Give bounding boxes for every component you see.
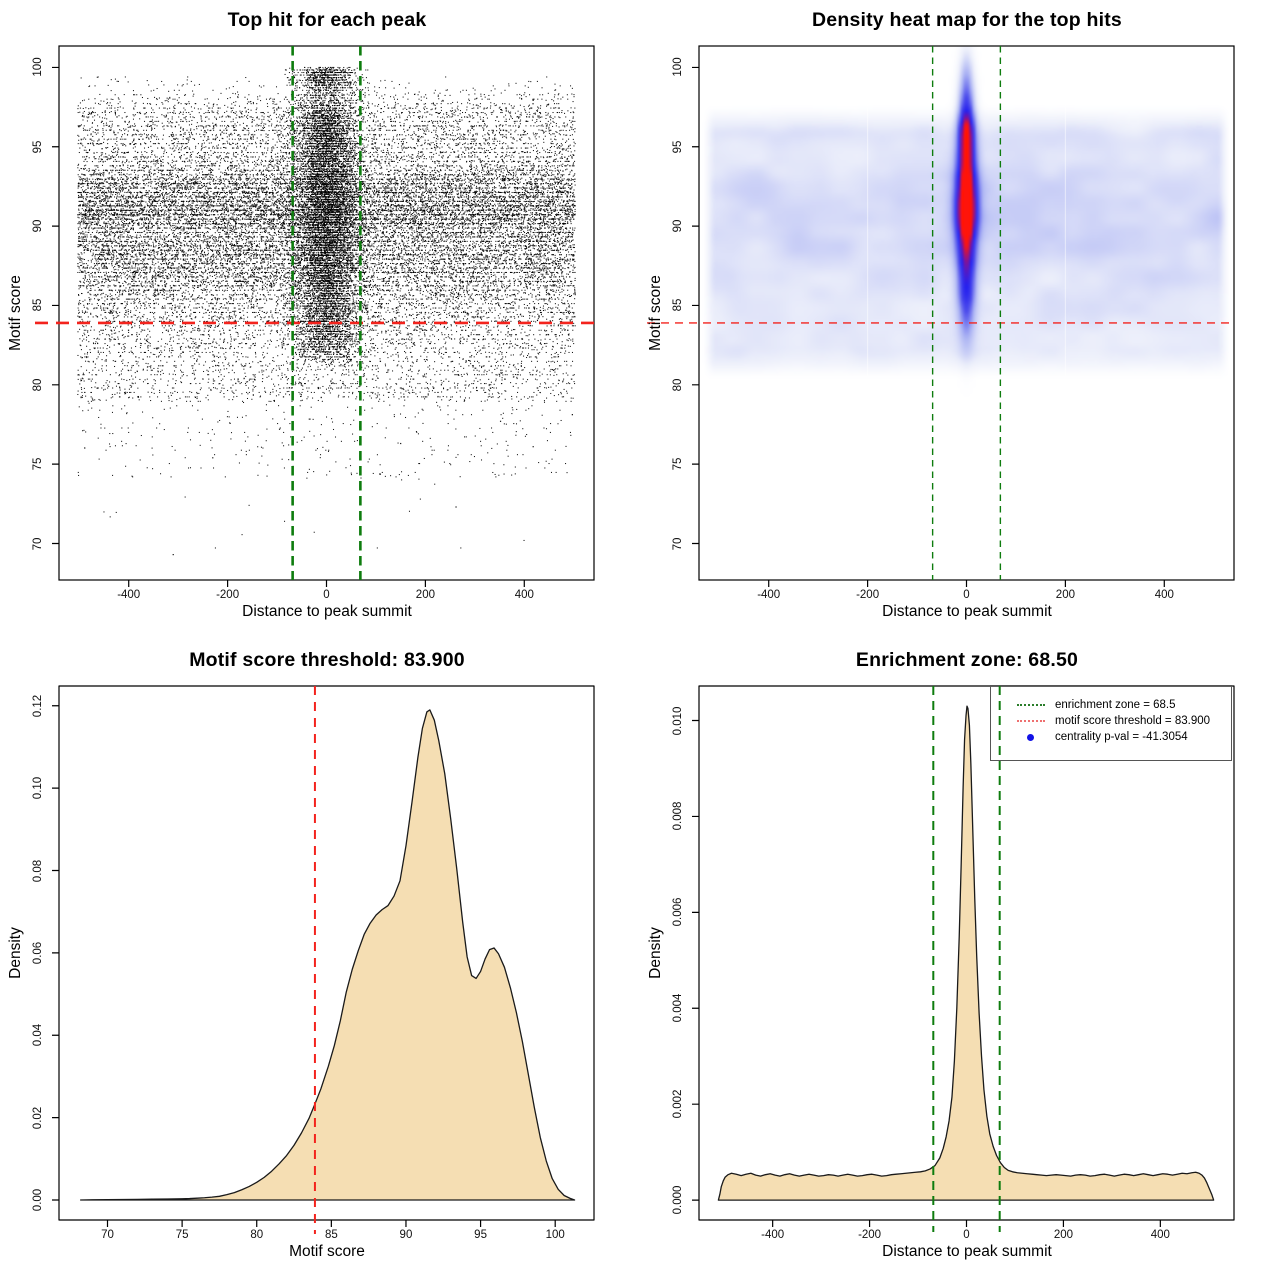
legend-item-enrichment-zone: enrichment zone = 68.5 — [1017, 699, 1223, 711]
plot-title: Top hit for each peak — [227, 9, 427, 31]
legend-item-motif-score-threshold: motif score threshold = 83.900 — [1017, 715, 1223, 727]
x-axis-label: Motif score — [289, 1243, 365, 1260]
x-axis-label: Distance to peak summit — [882, 1243, 1052, 1260]
scatter-plot-canvas — [0, 0, 640, 640]
x-axis-label: Distance to peak summit — [882, 603, 1052, 620]
panel-density-heatmap: Density heat map for the top hits Distan… — [640, 0, 1280, 640]
legend-item-centrality-pval: centrality p-val = -41.3054 — [1017, 731, 1223, 743]
red-dotted-line-icon — [1017, 720, 1045, 722]
legend-label: centrality p-val = -41.3054 — [1055, 731, 1188, 743]
y-axis-label: Motif score — [647, 275, 664, 351]
panel-enrichment-zone-density: Enrichment zone: 68.50 Distance to peak … — [640, 640, 1280, 1280]
blue-dot-icon — [1027, 733, 1034, 741]
x-axis-label: Distance to peak summit — [242, 603, 412, 620]
plot-legend: enrichment zone = 68.5 motif score thres… — [990, 685, 1232, 761]
green-dotted-line-icon — [1017, 704, 1045, 706]
legend-label: motif score threshold = 83.900 — [1055, 715, 1211, 727]
distance-density-plot-canvas — [640, 640, 1280, 1280]
heatmap-plot-canvas — [640, 0, 1280, 640]
panel-motif-score-density: Motif score threshold: 83.900 Motif scor… — [0, 640, 640, 1280]
plot-title: Motif score threshold: 83.900 — [189, 649, 465, 671]
y-axis-label: Density — [7, 927, 24, 979]
plot-title: Enrichment zone: 68.50 — [855, 649, 1079, 671]
legend-label: enrichment zone = 68.5 — [1055, 699, 1176, 711]
panel-top-hit-scatter: Top hit for each peak Distance to peak s… — [0, 0, 640, 640]
y-axis-label: Density — [647, 927, 664, 979]
plot-title: Density heat map for the top hits — [812, 9, 1122, 31]
score-density-plot-canvas — [0, 640, 640, 1280]
y-axis-label: Motif score — [7, 275, 24, 351]
